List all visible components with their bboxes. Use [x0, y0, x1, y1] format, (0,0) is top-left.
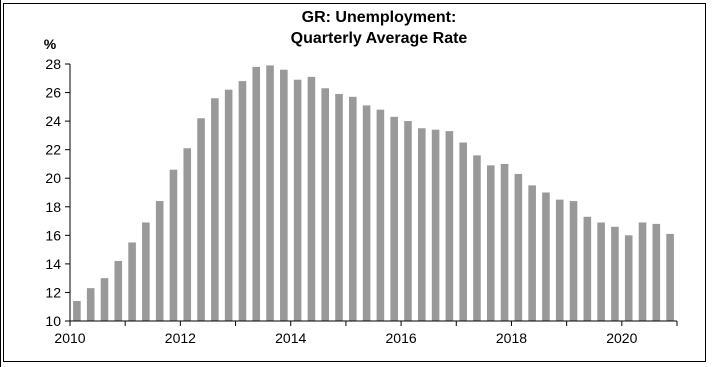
y-tick-label: 20: [45, 170, 61, 186]
bar-2016-Q4: [445, 131, 454, 321]
bar-2020-Q2: [638, 222, 647, 321]
bar-2017-Q1: [459, 142, 467, 321]
y-axis-unit-label: %: [44, 36, 57, 52]
bar-2011-Q2: [142, 222, 150, 321]
bar-2014-Q1: [293, 79, 302, 322]
bar-2013-Q1: [238, 81, 247, 321]
bar-2020-Q1: [624, 235, 633, 321]
bar-2015-Q4: [390, 116, 398, 321]
x-tick-label: 2016: [386, 330, 417, 346]
y-tick-label: 26: [45, 85, 61, 101]
y-tick-label: 14: [45, 256, 61, 272]
bar-2020-Q4: [666, 233, 674, 321]
bar-2016-Q3: [431, 129, 440, 321]
y-tick-label: 12: [45, 284, 61, 300]
bar-2012-Q1: [183, 148, 192, 321]
bar-2010-Q2: [86, 288, 95, 321]
bar-2010-Q3: [100, 278, 109, 321]
bar-2012-Q2: [197, 118, 205, 321]
x-tick-label: 2010: [54, 330, 85, 346]
x-ticks-group: 2010 2012 2014 2016 2018 2020: [54, 321, 678, 346]
bar-2014-Q4: [335, 93, 343, 321]
bar-2018-Q3: [542, 192, 550, 321]
axes-group: [69, 64, 677, 322]
bar-2013-Q3: [266, 65, 274, 322]
y-tick-label: 24: [45, 113, 61, 129]
y-tick-label: 16: [45, 227, 61, 243]
bars-group: [73, 65, 674, 322]
y-tick-label: 22: [45, 142, 61, 158]
bar-2010-Q1: [73, 301, 81, 321]
bar-2016-Q1: [404, 121, 412, 321]
bar-2015-Q1: [349, 96, 357, 321]
bar-2015-Q3: [376, 109, 385, 321]
bar-2013-Q2: [252, 66, 261, 321]
bar-2017-Q2: [473, 155, 481, 321]
y-tick-label: 10: [45, 313, 61, 329]
bar-2011-Q3: [155, 201, 164, 321]
bar-2017-Q3: [486, 165, 495, 321]
bar-2010-Q4: [114, 261, 123, 321]
bar-2011-Q1: [128, 242, 136, 321]
left-border-rule: [0, 0, 1, 367]
bar-2019-Q2: [583, 216, 592, 321]
bar-2019-Q3: [597, 222, 605, 321]
bar-2013-Q4: [280, 69, 288, 322]
bar-2014-Q2: [307, 76, 316, 321]
chart-title-line-2: Quarterly Average Rate: [291, 30, 468, 47]
bar-2012-Q4: [224, 89, 233, 321]
chart-title-line-1: GR: Unemployment:: [302, 9, 457, 26]
bar-2017-Q4: [500, 163, 509, 321]
bar-2015-Q2: [362, 105, 371, 321]
bar-2019-Q1: [569, 201, 578, 321]
x-tick-label: 2020: [606, 330, 637, 346]
bar-2011-Q4: [169, 169, 178, 321]
bar-2018-Q1: [514, 173, 523, 321]
bar-2019-Q4: [611, 226, 619, 321]
bar-2020-Q3: [652, 223, 661, 321]
bar-2018-Q4: [555, 199, 564, 321]
x-tick-label: 2012: [165, 330, 196, 346]
y-tick-label: 18: [45, 199, 61, 215]
y-tick-label: 28: [45, 56, 61, 72]
chart-frame: [3, 3, 706, 362]
bar-2012-Q3: [211, 98, 219, 322]
bar-2014-Q3: [321, 88, 330, 322]
bar-2018-Q2: [528, 185, 536, 321]
x-tick-label: 2018: [496, 330, 527, 346]
y-ticks-group: 10 12 14 16 18 20 22 24 26 28: [45, 56, 70, 329]
bar-2016-Q2: [417, 128, 426, 321]
x-tick-label: 2014: [275, 330, 306, 346]
